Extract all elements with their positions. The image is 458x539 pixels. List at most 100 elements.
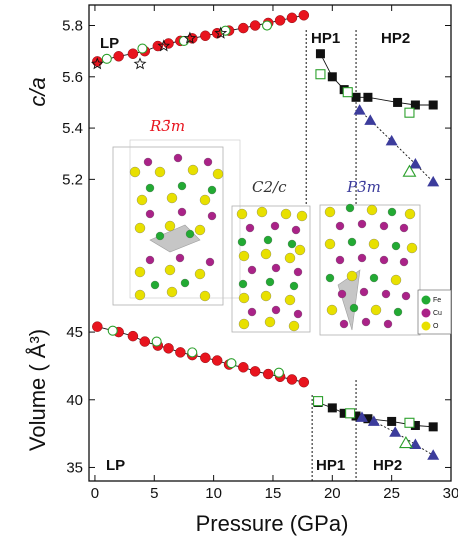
top-square-open-point bbox=[342, 87, 353, 98]
x-tick-label: 0 bbox=[91, 485, 99, 502]
top-triangle-filled-point bbox=[409, 157, 422, 169]
top-y-axis-title: c/a bbox=[25, 77, 50, 106]
top-circle-filled-point bbox=[238, 22, 249, 34]
bottom-square-filled-point bbox=[363, 414, 373, 424]
x-tick-label: 30 bbox=[443, 485, 458, 502]
r3m-o-atom bbox=[194, 224, 206, 236]
c2c-o-atom bbox=[238, 250, 250, 262]
x-axis-title: Pressure (GPa) bbox=[196, 511, 349, 536]
bottom-circle-open-point bbox=[187, 347, 198, 358]
c2c-fe-atom bbox=[238, 279, 248, 289]
r3m-o-atom bbox=[154, 166, 166, 178]
bottom-circle-open-point bbox=[151, 336, 162, 347]
top-square-filled-point bbox=[351, 92, 361, 102]
p3m-cu-atom bbox=[357, 253, 367, 263]
c2c-cu-atom bbox=[293, 309, 303, 319]
top-star-open-point bbox=[214, 26, 228, 39]
bottom-circle-filled-point bbox=[92, 321, 103, 332]
top-region-hp1: HP1 bbox=[311, 30, 340, 47]
c2c-o-atom bbox=[260, 290, 272, 302]
top-star-open-point bbox=[157, 39, 171, 52]
c2c-o-atom bbox=[280, 208, 292, 220]
r3m-cu-atom bbox=[175, 253, 185, 263]
p3m-cu-atom bbox=[379, 221, 389, 231]
r3m-cu-atom bbox=[145, 209, 155, 219]
structure-label-p3m: P3̄m bbox=[346, 178, 381, 196]
legend-o-label: O bbox=[433, 323, 439, 330]
top-triangle-filled-point bbox=[353, 104, 366, 115]
r3m-cu-atom bbox=[145, 255, 155, 265]
top-circle-open-point bbox=[261, 20, 273, 31]
p3m-o-atom bbox=[368, 238, 380, 250]
top-circle-filled-point bbox=[127, 48, 139, 59]
c2c-cu-atom bbox=[245, 223, 255, 233]
top-hp1-fit bbox=[319, 53, 434, 106]
p3m-cu-atom bbox=[337, 289, 347, 299]
c2c-cu-atom bbox=[247, 307, 257, 317]
bottom-circle-filled-point bbox=[175, 347, 186, 358]
bottom-square-open-point bbox=[404, 417, 415, 428]
c2c-o-atom bbox=[256, 206, 268, 218]
x-tick-label: 10 bbox=[205, 485, 222, 502]
top-y-tick-label: 5.2 bbox=[62, 171, 83, 188]
top-circle-filled-point bbox=[286, 12, 298, 24]
bottom-square-filled-point bbox=[428, 422, 438, 432]
p3m-fe-atom bbox=[391, 241, 401, 251]
c2c-fe-atom bbox=[265, 277, 275, 287]
p3m-cu-atom bbox=[383, 319, 393, 329]
x-tick-label: 15 bbox=[265, 485, 282, 502]
bottom-region-hp1: HP1 bbox=[316, 457, 345, 474]
r3m-o-atom bbox=[194, 268, 206, 280]
bottom-circle-open-point bbox=[273, 367, 284, 378]
r3m-o-atom bbox=[136, 194, 148, 206]
c2c-o-atom bbox=[238, 318, 250, 330]
c2c-fe-atom bbox=[289, 281, 299, 291]
top-star-open-point bbox=[183, 31, 197, 44]
r3m-o-atom bbox=[187, 164, 199, 176]
r3m-cu-atom bbox=[177, 207, 187, 217]
legend-cu-label: Cu bbox=[433, 310, 442, 317]
top-y-tick-label: 5.6 bbox=[62, 69, 83, 86]
top-circle-filled-point bbox=[152, 40, 164, 52]
atom-legend: Fe Cu O bbox=[417, 289, 452, 335]
bottom-circle-filled-point bbox=[286, 374, 298, 385]
r3m-o-atom bbox=[199, 194, 211, 206]
x-tick-label: 20 bbox=[324, 485, 341, 502]
p3m-fe-atom bbox=[369, 273, 379, 283]
p3m-o-atom bbox=[370, 304, 382, 316]
c2c-o-atom bbox=[284, 294, 296, 306]
bottom-triangle-filled-point bbox=[389, 426, 402, 437]
r3m-o-atom bbox=[134, 222, 146, 234]
bottom-y-tick-label: 35 bbox=[66, 459, 83, 476]
top-square-filled-point bbox=[363, 92, 373, 102]
top-circle-filled-point bbox=[113, 51, 124, 62]
bottom-square-filled-point bbox=[387, 416, 397, 426]
bottom-triangle-filled-point bbox=[427, 449, 440, 460]
legend-fe-label: Fe bbox=[433, 297, 441, 304]
p3m-o-atom bbox=[406, 242, 418, 254]
bottom-y-tick-label: 45 bbox=[66, 324, 83, 341]
structure-inset-r3m: R3̄m bbox=[112, 117, 241, 306]
c2c-o-atom bbox=[288, 320, 300, 332]
legend-cu-marker bbox=[421, 308, 431, 318]
c2c-cu-atom bbox=[247, 265, 257, 275]
top-circle-open-point bbox=[101, 53, 112, 64]
bottom-triangle-filled-point bbox=[355, 411, 368, 422]
c2c-fe-atom bbox=[263, 235, 273, 245]
r3m-fe-atom bbox=[185, 229, 195, 239]
bottom-square-filled-point bbox=[339, 408, 349, 418]
x-tick-label: 25 bbox=[383, 485, 400, 502]
top-region-hp2: HP2 bbox=[381, 30, 410, 47]
c2c-o-atom bbox=[264, 316, 276, 328]
bottom-circle-filled-point bbox=[127, 330, 139, 342]
r3m-o-atom bbox=[134, 289, 146, 301]
bottom-y-ticks: 35 40 45 bbox=[66, 324, 451, 476]
p3m-cu-atom bbox=[399, 257, 409, 267]
top-circle-open-point bbox=[137, 43, 148, 54]
top-square-filled-point bbox=[327, 72, 337, 82]
p3m-o-atom bbox=[404, 208, 416, 220]
top-y-ticks: 5.2 5.4 5.6 5.8 bbox=[62, 18, 451, 188]
bottom-circle-open-point bbox=[226, 358, 237, 369]
r3m-cu-atom bbox=[203, 157, 213, 167]
p3m-o-atom bbox=[324, 206, 336, 218]
